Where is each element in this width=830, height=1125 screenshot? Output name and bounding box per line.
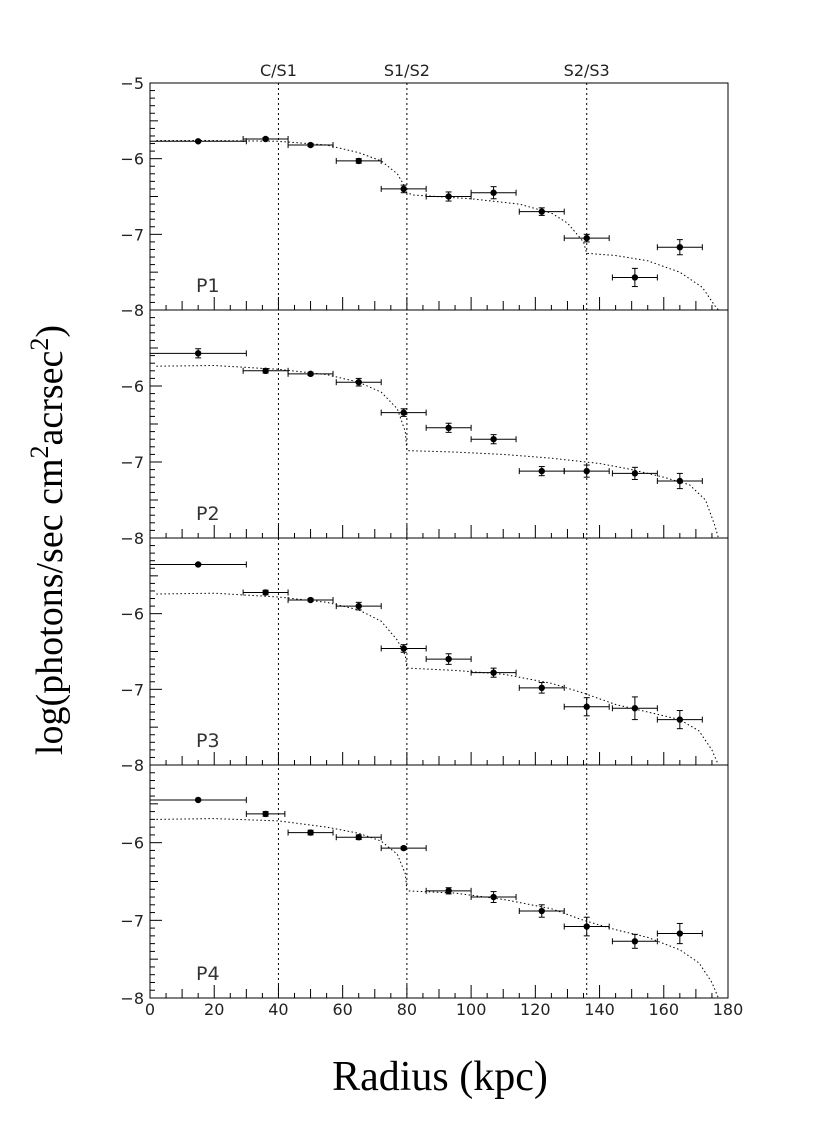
x-tick-label: 160 (649, 1000, 680, 1019)
panel-p4: −6 −7 −8 P4 (120, 764, 729, 1008)
panel-frame (149, 309, 729, 539)
data-point (355, 379, 362, 386)
data-point (307, 141, 314, 149)
region-divider-label: S2/S3 (564, 61, 610, 80)
data-point (631, 705, 639, 712)
data-point (676, 477, 684, 485)
y-tick-label: −7 (120, 453, 144, 472)
data-point (538, 684, 545, 692)
panel-p3: −6 −7 −8 P3 (120, 537, 729, 775)
data-point (355, 602, 362, 610)
data-point (400, 844, 407, 852)
data-point (355, 834, 362, 841)
y-tick-label: −8 (120, 989, 144, 1008)
y-tick-label: −5 (120, 74, 144, 93)
data-point (445, 655, 452, 663)
data-point (307, 370, 314, 378)
panel-label: P2 (196, 503, 220, 525)
x-tick-label: 80 (397, 1000, 417, 1019)
y-tick-label: −8 (120, 529, 144, 548)
data-point (676, 243, 684, 251)
data-point (631, 470, 639, 477)
model-curve (156, 364, 719, 539)
data-point (194, 561, 202, 568)
x-tick-labels: 0 20 40 60 80 100 120 140 160 180 (145, 1000, 743, 1019)
model-curve (156, 140, 719, 311)
divider-labels: C/S1 S1/S2 S2/S3 (260, 61, 610, 80)
data-point (262, 135, 269, 143)
data-point (400, 185, 407, 193)
region-divider-label: S1/S2 (384, 61, 430, 80)
region-divider-label: C/S1 (260, 61, 297, 80)
x-tick-label: 100 (456, 1000, 487, 1019)
data-point (445, 424, 452, 431)
data-point (676, 716, 684, 723)
x-tick-label: 20 (204, 1000, 224, 1019)
data-point (307, 596, 314, 604)
data-point (538, 467, 545, 475)
panel-label: P3 (196, 730, 220, 752)
x-tick-label: 40 (268, 1000, 288, 1019)
data-point (583, 703, 590, 710)
model-curve (156, 592, 719, 766)
data-point (194, 350, 202, 357)
panel-p2: −6 −7 −8 P2 (120, 309, 729, 548)
panel-p1: −5 −6 −7 −8 P1 (120, 74, 729, 320)
data-point (262, 810, 269, 818)
data-point (445, 887, 452, 895)
data-point (262, 589, 269, 596)
y-tick-label: −7 (120, 225, 144, 244)
panel-frame (149, 537, 729, 766)
data-point (583, 234, 590, 242)
data-point (583, 923, 590, 930)
model-curve (156, 818, 719, 999)
panel-label: P1 (196, 275, 220, 297)
y-tick-label: −6 (120, 834, 144, 853)
x-tick-label: 0 (145, 1000, 155, 1019)
data-point (445, 193, 452, 200)
data-point (194, 796, 202, 804)
y-tick-label: −7 (120, 911, 144, 930)
data-point (490, 893, 497, 901)
y-tick-label: −6 (120, 377, 144, 396)
y-axis-label: log(photons/sec cm2acrsec2) (25, 325, 71, 755)
data-point (490, 669, 497, 676)
data-point (400, 645, 407, 652)
data-point (631, 274, 639, 281)
x-tick-label: 120 (520, 1000, 551, 1019)
data-point (194, 138, 202, 145)
data-point (307, 829, 314, 836)
y-tick-label: −7 (120, 680, 144, 699)
data-point (400, 409, 407, 416)
y-tick-label: −8 (120, 756, 144, 775)
data-point (262, 367, 269, 374)
x-tick-label: 140 (584, 1000, 615, 1019)
panels: −5 −6 −7 −8 P1 −6 −7 −8 P2 −6 −7 −8 P3 −6 −7 −8 P4 (120, 74, 729, 1008)
data-point (355, 157, 362, 165)
data-point (490, 189, 497, 196)
data-point (676, 930, 684, 937)
data-point (538, 208, 545, 215)
y-tick-label: −8 (120, 301, 144, 320)
x-axis-label: Radius (kpc) (332, 1054, 548, 1100)
data-point (583, 467, 590, 475)
panel-label: P4 (196, 963, 220, 985)
data-point (490, 436, 497, 443)
x-tick-label: 180 (713, 1000, 744, 1019)
y-tick-label: −6 (120, 605, 144, 624)
y-tick-label: −6 (120, 150, 144, 169)
data-point (538, 907, 545, 915)
x-tick-label: 60 (332, 1000, 352, 1019)
data-point (631, 938, 639, 945)
